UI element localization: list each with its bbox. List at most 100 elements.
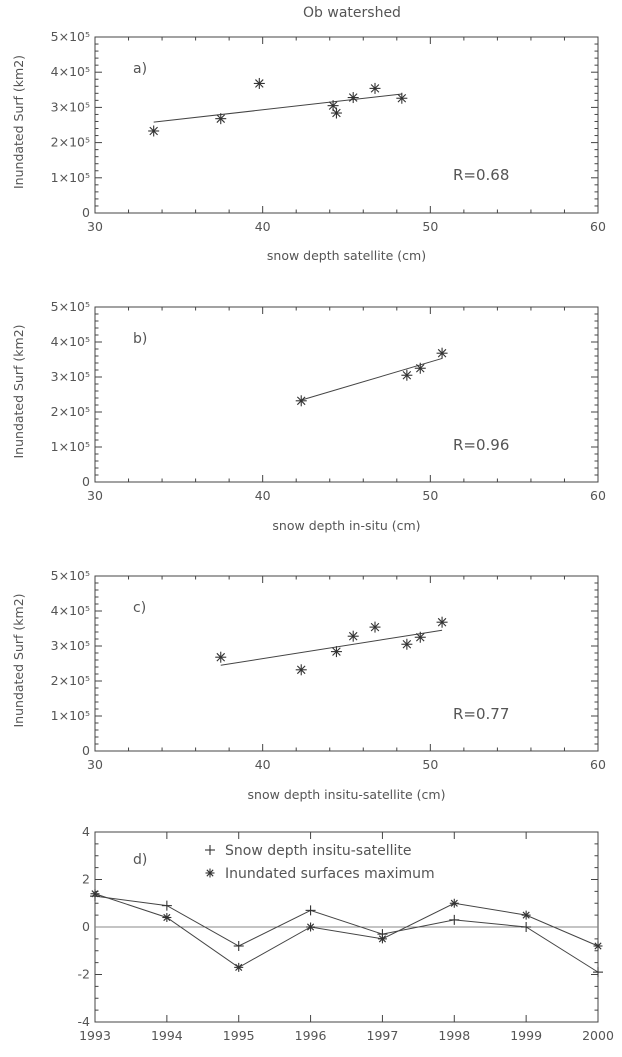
x-tick-label: 30: [87, 219, 103, 234]
series-2-point: [449, 898, 459, 908]
data-point: [215, 651, 227, 663]
data-point: [148, 125, 160, 137]
y-tick-label: 0: [82, 919, 90, 934]
legend-marker-1: [205, 845, 215, 855]
y-tick-label: 1×10⁵: [51, 708, 90, 723]
series-line-1: [94, 895, 599, 973]
marker-stroke: [415, 632, 425, 642]
marker-stroke: [307, 923, 315, 931]
y-tick-label: 4: [82, 824, 90, 839]
panel-3: 30 40 50 60 0 1×10⁵ 2×10⁵ 3×10⁵ 4×10⁵ 5×10⁵ c) snow…: [11, 568, 606, 802]
series-1-point: [449, 914, 460, 925]
x-tick-label: 30: [87, 757, 103, 772]
data-point: [253, 77, 265, 89]
marker-stroke: [91, 890, 99, 898]
data-point: [330, 107, 342, 119]
x-axis-label: snow depth in-situ (cm): [272, 518, 420, 533]
x-tick-label: 1994: [151, 1028, 183, 1043]
x-tick-label: 1996: [295, 1028, 327, 1043]
y-tick-label: 2×10⁵: [51, 135, 90, 150]
plot-frame: [94, 575, 599, 752]
plot-frame: [94, 306, 599, 483]
data-point: [215, 113, 227, 125]
y-tick-label: 3×10⁵: [51, 638, 90, 653]
panel-label: b): [133, 331, 147, 347]
data-point: [347, 630, 359, 642]
legend-marker-2: [205, 868, 215, 878]
marker-stroke: [206, 869, 214, 877]
marker-stroke: [255, 79, 264, 88]
y-tick-label: 4×10⁵: [51, 64, 90, 79]
marker-stroke: [216, 114, 226, 123]
y-tick-label: 4×10⁵: [51, 603, 90, 618]
y-tick-label: 2×10⁵: [51, 673, 90, 688]
data-point: [295, 395, 307, 407]
series-2-point: [162, 913, 172, 922]
marker-stroke: [163, 913, 171, 922]
series-2-point: [377, 934, 387, 944]
y-tick-label: 5×10⁵: [51, 299, 90, 314]
panel-1: 30 40 50 60 0 1×10⁵ 2×10⁵ 3×10⁵ 4×10⁵ 5×10⁵ a) snow…: [11, 29, 606, 263]
data-point: [295, 664, 307, 676]
panel-label: d): [133, 852, 147, 868]
series-2-point: [90, 889, 100, 899]
x-tick-label: 40: [255, 219, 271, 234]
regression-line: [301, 357, 443, 401]
y-tick-label: 5×10⁵: [51, 568, 90, 583]
x-tick-label: 1993: [79, 1028, 111, 1043]
regression-line: [153, 93, 402, 123]
marker-stroke: [348, 93, 358, 102]
marker-stroke: [397, 93, 407, 103]
data-point: [347, 92, 359, 104]
marker-stroke: [296, 396, 306, 406]
x-tick-label: 30: [87, 488, 103, 503]
series-1-point: [161, 900, 172, 911]
y-tick-label: -2: [78, 967, 90, 982]
x-tick-label: 60: [590, 757, 606, 772]
marker-stroke: [370, 622, 380, 632]
x-tick-label: 40: [255, 488, 271, 503]
data-point: [330, 646, 342, 658]
marker-stroke: [296, 665, 306, 675]
series-line-2: [94, 893, 599, 968]
y-axis-label: Inundated Surf (km2): [11, 324, 26, 458]
marker-stroke: [332, 647, 341, 656]
marker-stroke: [378, 935, 386, 943]
panel-label: a): [133, 61, 147, 77]
x-tick-label: 1999: [510, 1028, 542, 1043]
marker-stroke: [437, 617, 447, 627]
y-tick-label: 2: [82, 872, 90, 887]
x-axis-label: snow depth insitu-satellite (cm): [248, 787, 446, 802]
data-point: [436, 616, 448, 628]
plot-frame: [94, 36, 599, 214]
data-point: [369, 82, 381, 94]
marker-stroke: [402, 639, 412, 649]
x-tick-label: 50: [422, 219, 438, 234]
y-tick-label: 3×10⁵: [51, 99, 90, 114]
y-tick-label: 1×10⁵: [51, 439, 90, 454]
legend-label-2: Inundated surfaces maximum: [225, 866, 435, 882]
correlation-annotation: R=0.77: [453, 705, 509, 723]
marker-stroke: [415, 363, 425, 373]
series-2-point: [593, 941, 603, 951]
correlation-annotation: R=0.68: [453, 166, 509, 184]
figure-title: Ob watershed: [303, 5, 401, 21]
y-tick-label: 0: [82, 205, 90, 220]
x-tick-label: 1995: [223, 1028, 255, 1043]
series-1-point: [521, 922, 532, 932]
marker-stroke: [594, 942, 602, 950]
marker-stroke: [328, 101, 338, 110]
x-tick-label: 50: [422, 757, 438, 772]
data-point: [401, 369, 413, 381]
y-tick-label: -4: [78, 1014, 91, 1029]
marker-stroke: [450, 899, 458, 907]
panel-4: 1993 1994 1995 1996 1997 1998 1999 2000 -4 -2 0 2 4 d…: [78, 824, 614, 1043]
y-tick-label: 4×10⁵: [51, 334, 90, 349]
data-point: [436, 347, 448, 359]
marker-stroke: [402, 370, 412, 380]
marker-stroke: [235, 963, 243, 971]
x-tick-label: 60: [590, 219, 606, 234]
series-2-point: [234, 962, 244, 972]
x-tick-label: 1998: [438, 1028, 470, 1043]
marker-stroke: [348, 631, 358, 641]
